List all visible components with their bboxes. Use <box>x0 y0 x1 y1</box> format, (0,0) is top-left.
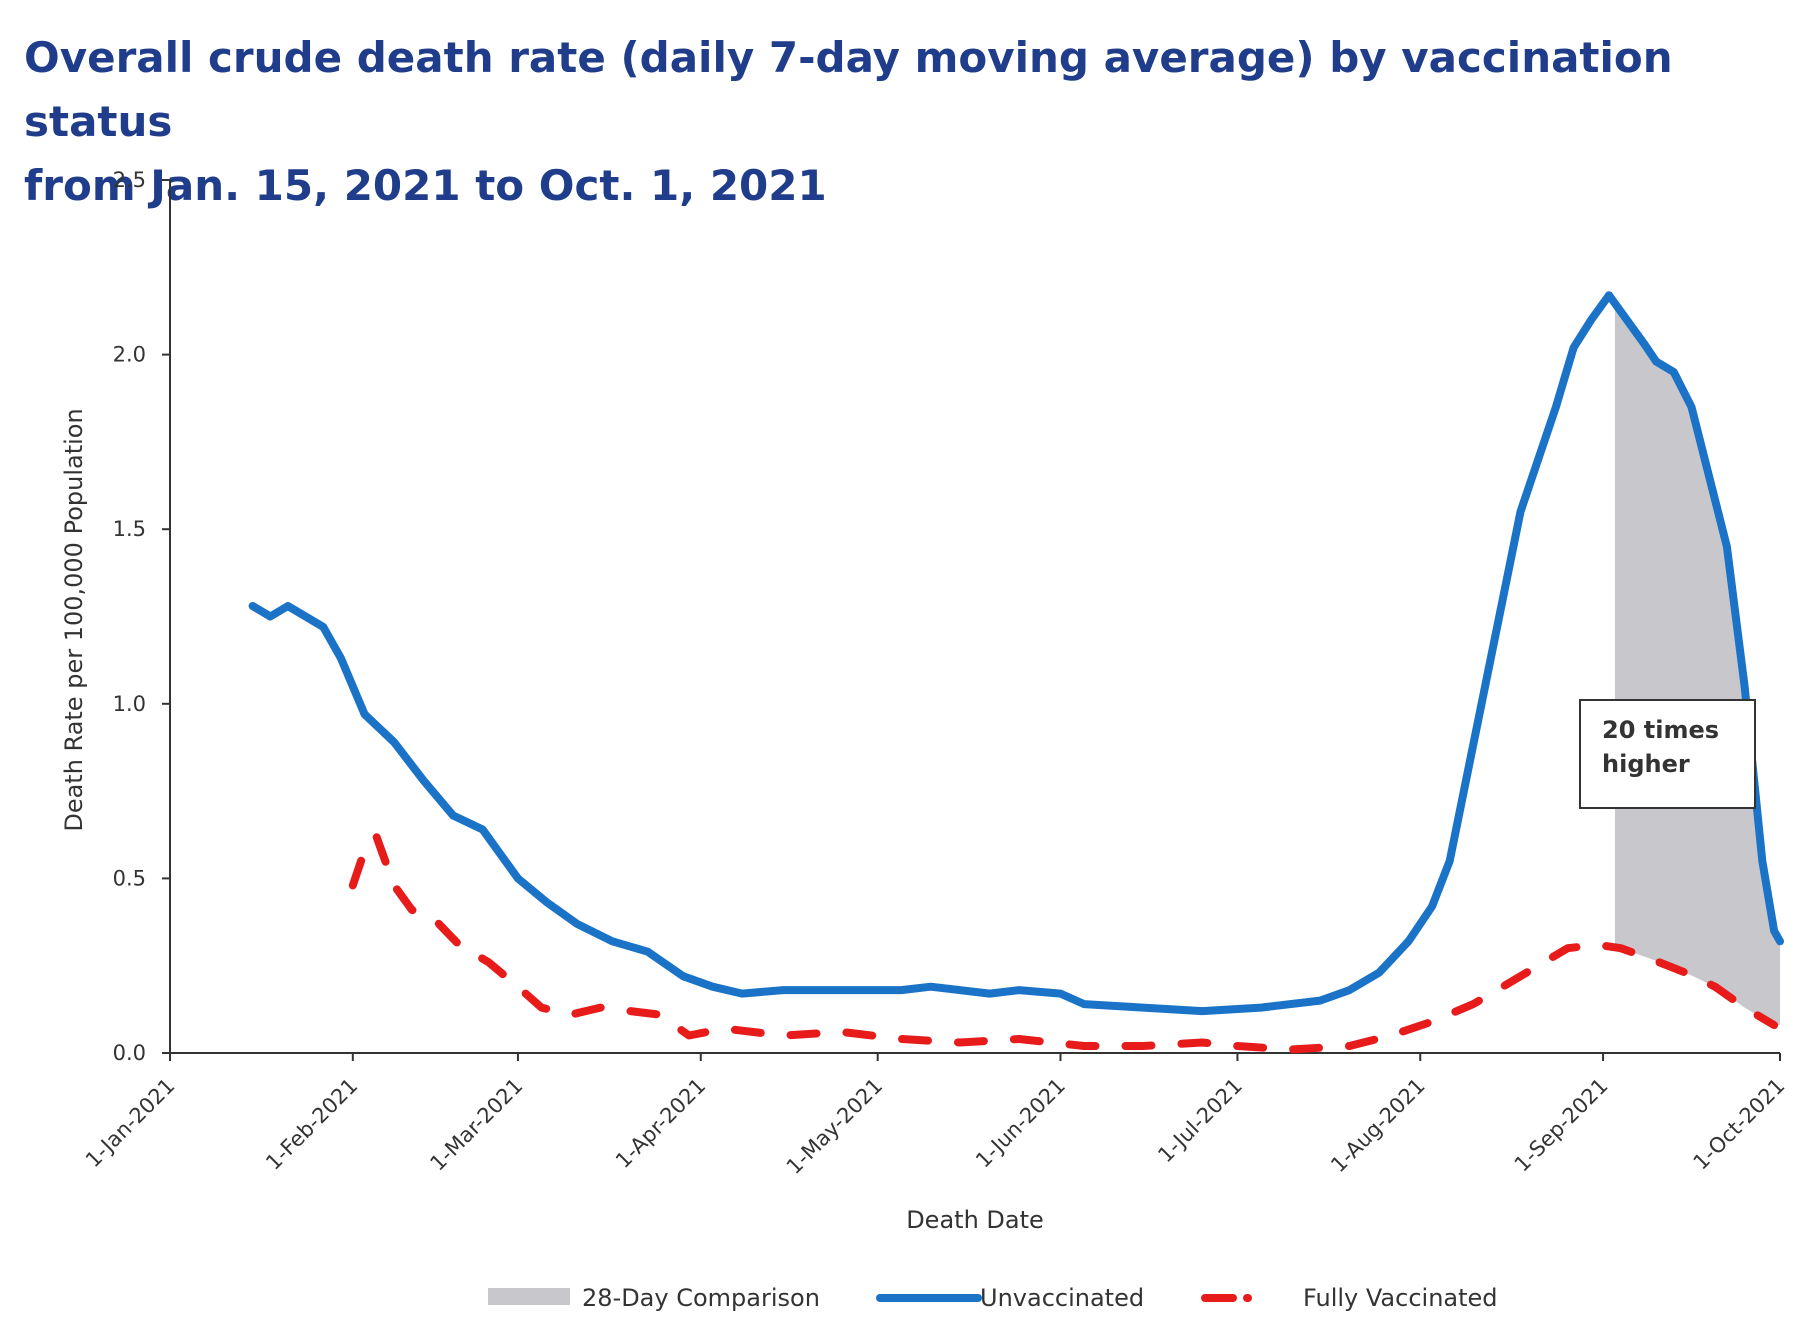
series-line-fully-vaccinated <box>348 832 1779 1054</box>
y-axis-label: Death Rate per 100,000 Population <box>60 408 88 831</box>
y-tick-label: 1.0 <box>113 692 146 716</box>
x-tick-label: 1-Jun-2021 <box>971 1074 1070 1173</box>
y-tick-label: 2.5 <box>113 168 146 192</box>
y-tick-label: 1.5 <box>113 517 146 541</box>
chart-title-line-2: from Jan. 15, 2021 to Oct. 1, 2021 <box>24 161 827 210</box>
comparison-band-layer <box>1614 303 1780 1026</box>
annotation: 20 times higher <box>1579 699 1756 809</box>
chart-title: Overall crude death rate (daily 7-day mo… <box>24 26 1764 218</box>
legend-label-comparison: 28-Day Comparison <box>582 1284 820 1312</box>
y-tick-label: 0.5 <box>113 866 146 890</box>
x-tick-label: 1-Jan-2021 <box>81 1074 180 1173</box>
y-tick-label: 2.0 <box>113 343 146 367</box>
x-axis-label: Death Date <box>906 1206 1044 1234</box>
x-tick-label: 1-Jul-2021 <box>1153 1074 1247 1168</box>
annotation-line-1: 20 times <box>1602 716 1719 744</box>
x-tick-label: 1-Oct-2021 <box>1689 1074 1790 1175</box>
x-tick-label: 1-Mar-2021 <box>425 1074 527 1176</box>
x-tick-label: 1-May-2021 <box>782 1074 887 1179</box>
legend: 28-Day Comparison Unvaccinated Fully Vac… <box>488 1284 1498 1312</box>
y-tick-label: 0.0 <box>113 1041 146 1065</box>
x-tick-label: 1-Apr-2021 <box>611 1074 710 1173</box>
legend-label-unvaccinated: Unvaccinated <box>980 1284 1144 1312</box>
chart-title-line-1: Overall crude death rate (daily 7-day mo… <box>24 33 1673 146</box>
annotation-line-2: higher <box>1602 750 1690 778</box>
axes: 0.0 0.5 1.0 1.5 2.0 2.5 1-Jan-2021 1-Feb-2021 1-… <box>81 168 1790 1179</box>
legend-label-fully-vaccinated: Fully Vaccinated <box>1303 1284 1498 1312</box>
x-tick-label: 1-Feb-2021 <box>261 1074 362 1175</box>
series-layer <box>248 291 1784 1054</box>
comparison-band <box>1614 303 1780 1026</box>
series-line-unvaccinated <box>248 291 1784 1016</box>
x-tick-label: 1-Sep-2021 <box>1510 1074 1613 1177</box>
x-tick-label: 1-Aug-2021 <box>1326 1074 1430 1178</box>
annotation-box <box>1579 699 1756 809</box>
legend-swatch-comparison <box>488 1288 570 1305</box>
